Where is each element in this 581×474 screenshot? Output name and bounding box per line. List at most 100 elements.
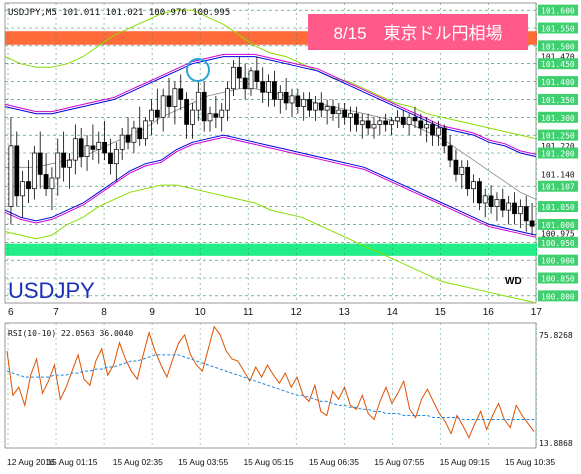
candle-body bbox=[307, 99, 312, 111]
candle-body bbox=[154, 109, 160, 118]
price-label: 101.250 bbox=[541, 132, 575, 141]
hour-label: 8 bbox=[101, 307, 107, 318]
candle-body bbox=[166, 95, 172, 107]
price-label-bg bbox=[538, 129, 578, 141]
price-label: 100.900 bbox=[541, 257, 575, 266]
date-label: 15 Aug 10:35 bbox=[505, 457, 555, 467]
price-label: 101.050 bbox=[541, 203, 575, 212]
zone-green bbox=[5, 243, 537, 256]
date-label: 15 Aug 06:35 bbox=[309, 457, 359, 467]
price-label: 101.400 bbox=[541, 78, 575, 87]
candle-body bbox=[406, 116, 412, 125]
hour-label: 9 bbox=[149, 307, 155, 318]
candle-body bbox=[55, 152, 61, 179]
price-label-bg bbox=[538, 111, 578, 123]
hour-label: 7 bbox=[53, 307, 59, 318]
candle-body bbox=[400, 116, 406, 125]
rsi-axis-bottom: 13.8868 bbox=[539, 439, 573, 448]
candle-body bbox=[283, 91, 289, 104]
symbol-watermark: USDJPY bbox=[8, 278, 95, 303]
candle-body bbox=[453, 159, 459, 175]
hour-label: 15 bbox=[435, 307, 447, 318]
bb-lower-inner-line bbox=[4, 134, 537, 236]
candle-body bbox=[523, 206, 529, 222]
rsi-label: RSI(10-10) 22.0563 36.0040 bbox=[8, 329, 133, 338]
price-label: 101.350 bbox=[541, 96, 575, 105]
price-label: 101.470 bbox=[541, 53, 575, 62]
price-label-bg bbox=[538, 272, 578, 284]
candle-body bbox=[289, 95, 295, 104]
candle-body bbox=[342, 109, 348, 118]
candle-body bbox=[418, 120, 424, 129]
price-label: 101.220 bbox=[541, 142, 575, 151]
candle-body bbox=[96, 141, 102, 150]
price-label: 101.600 bbox=[541, 7, 575, 16]
title-badge-text: 8/15 東京ドル円相場 bbox=[333, 24, 502, 43]
candle-body bbox=[424, 124, 430, 129]
price-label-bg bbox=[538, 40, 578, 52]
candle-body bbox=[318, 102, 324, 111]
candle-body bbox=[160, 95, 166, 118]
candle-body bbox=[371, 124, 377, 129]
candle-body bbox=[488, 195, 494, 207]
candle-body bbox=[78, 138, 84, 157]
candle-body bbox=[178, 88, 184, 100]
price-label: 100.800 bbox=[541, 292, 575, 301]
candle-body bbox=[43, 174, 49, 190]
candle-body bbox=[102, 141, 108, 154]
bb-upper-inner-line bbox=[4, 56, 537, 158]
date-label: 15 Aug 09:15 bbox=[440, 457, 490, 467]
hour-label: 17 bbox=[531, 307, 543, 318]
price-label-bg bbox=[538, 76, 578, 88]
candle-body bbox=[143, 120, 149, 140]
price-label: 101.450 bbox=[541, 60, 575, 69]
candle-body bbox=[313, 102, 318, 111]
candle-body bbox=[383, 120, 389, 125]
candle-body bbox=[236, 66, 242, 79]
title-badge bbox=[308, 14, 528, 50]
rsi-pane-frame bbox=[4, 322, 537, 449]
rsi-axis-top: 75.8268 bbox=[539, 331, 573, 340]
candle-body bbox=[84, 145, 90, 157]
candle-body bbox=[517, 206, 523, 215]
candle-body bbox=[108, 152, 113, 165]
candle-body bbox=[494, 199, 500, 207]
price-label: 101.500 bbox=[541, 42, 575, 51]
candle-body bbox=[225, 88, 230, 111]
high-marker-circle bbox=[186, 58, 210, 82]
candle-body bbox=[31, 152, 37, 190]
candle-body bbox=[441, 127, 447, 147]
envelope-upper-line bbox=[4, 9, 537, 140]
candle-body bbox=[190, 109, 195, 125]
price-label: 101.140 bbox=[541, 170, 575, 179]
price-label: 101.300 bbox=[541, 114, 575, 123]
bb-upper-outer-line bbox=[4, 53, 537, 155]
price-label-bg bbox=[538, 4, 578, 16]
candle-body bbox=[336, 109, 342, 115]
date-label: 15 Aug 03:55 bbox=[178, 457, 228, 467]
price-label-bg bbox=[538, 218, 578, 230]
candle-body bbox=[26, 181, 31, 190]
candle-body bbox=[213, 113, 219, 118]
candle-body bbox=[500, 199, 506, 211]
candle-body bbox=[90, 145, 96, 150]
date-label: 15 Aug 07:55 bbox=[374, 457, 424, 467]
candle-body bbox=[72, 138, 78, 161]
candle-body bbox=[266, 81, 271, 93]
rsi-line bbox=[6, 325, 535, 439]
price-label-bg bbox=[538, 22, 578, 34]
candle-body bbox=[377, 120, 383, 125]
candle-body bbox=[49, 177, 55, 190]
price-label-bg bbox=[538, 201, 578, 213]
candle-body bbox=[260, 81, 266, 93]
candle-body bbox=[506, 202, 512, 211]
candle-body bbox=[131, 127, 137, 143]
candle-body bbox=[67, 159, 72, 168]
hour-label: 14 bbox=[387, 307, 399, 318]
candle-body bbox=[330, 106, 336, 115]
price-label: 101.000 bbox=[541, 221, 575, 230]
candle-body bbox=[201, 91, 207, 122]
